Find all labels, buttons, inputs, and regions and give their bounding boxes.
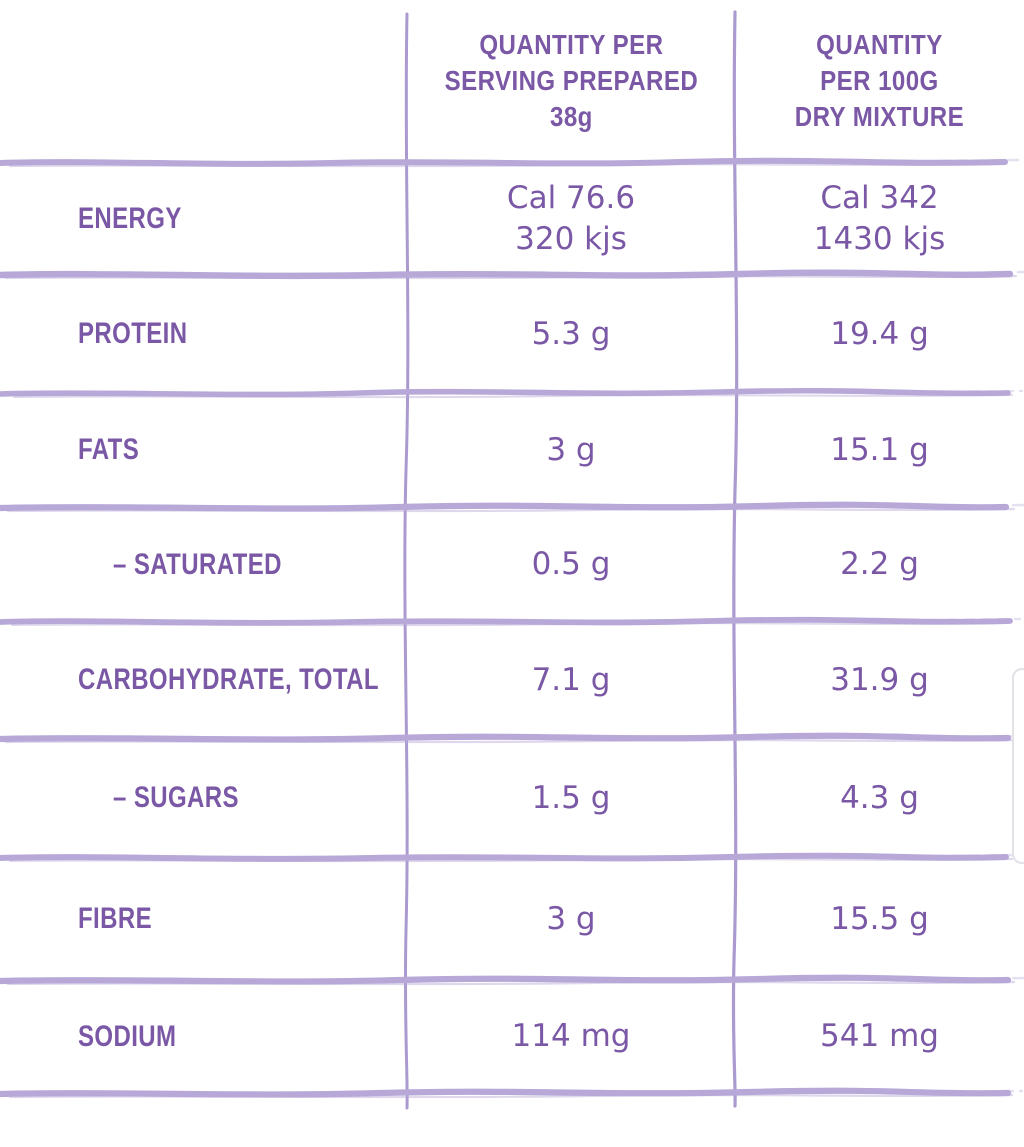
row-label: SODIUM xyxy=(78,1019,177,1053)
row-label: FATS xyxy=(78,433,140,466)
row-label-cell: FATS xyxy=(0,393,407,507)
text-line: 31.9 g xyxy=(830,661,929,698)
row-value-per-serving: 5.3 g xyxy=(407,275,735,393)
text-line: 1430 kjs xyxy=(813,220,946,257)
text-line: 15.1 g xyxy=(830,431,929,468)
text-line: 2.2 g xyxy=(840,546,919,582)
text-line: 0.5 g xyxy=(531,546,611,582)
row-label: FIBRE xyxy=(78,902,152,935)
row-label: CARBOHYDRATE, TOTAL xyxy=(78,663,379,696)
row-value-per-serving: 3 g xyxy=(407,858,735,980)
row-value-per-serving: 114 mg xyxy=(407,980,735,1093)
text-line: 3 g xyxy=(546,431,596,468)
column-header-per-serving-text: QUANTITY PER SERVING PREPARED 38g xyxy=(444,27,698,135)
scroll-handle[interactable] xyxy=(1012,668,1024,864)
text-line: 5.3 g xyxy=(531,315,611,352)
text-line: DRY MIXTURE xyxy=(794,101,965,132)
text-line: QUANTITY PER xyxy=(478,29,663,60)
text-line: SERVING PREPARED xyxy=(444,65,698,96)
row-label: PROTEIN xyxy=(78,317,188,350)
column-header-per-100g-text: QUANTITY PER 100G DRY MIXTURE xyxy=(795,27,964,135)
row-label-cell: – SUGARS xyxy=(0,738,407,858)
row-value-per-serving: 1.5 g xyxy=(407,738,735,858)
row-label-cell: – SATURATED xyxy=(0,507,407,622)
header-spacer xyxy=(0,0,407,162)
row-label: – SUGARS xyxy=(113,781,239,814)
text-line: 320 kjs xyxy=(515,220,627,257)
row-value-per-100g: 15.5 g xyxy=(735,858,1024,980)
row-label-cell: ENERGY xyxy=(0,162,407,275)
row-value-per-100g: 15.1 g xyxy=(735,393,1024,507)
row-label-cell: SODIUM xyxy=(0,980,407,1093)
text-line: 7.1 g xyxy=(531,661,611,698)
text-line: 1.5 g xyxy=(531,779,611,816)
row-value-per-100g: 4.3 g xyxy=(735,738,1024,858)
text-line: 38g xyxy=(549,101,593,132)
row-value-per-100g: Cal 342 1430 kjs xyxy=(735,162,1024,275)
row-label: ENERGY xyxy=(78,201,182,235)
text-line: 4.3 g xyxy=(840,779,919,816)
text-line: Cal 342 xyxy=(820,179,939,216)
row-value-per-serving: Cal 76.6 320 kjs xyxy=(407,162,735,275)
row-label: – SATURATED xyxy=(113,547,282,581)
row-label-cell: CARBOHYDRATE, TOTAL xyxy=(0,622,407,738)
column-header-per-100g: QUANTITY PER 100G DRY MIXTURE xyxy=(735,0,1024,162)
column-header-per-serving: QUANTITY PER SERVING PREPARED 38g xyxy=(407,0,735,162)
row-value-per-serving: 0.5 g xyxy=(407,507,735,622)
row-value-per-100g: 2.2 g xyxy=(735,507,1024,622)
row-value-per-100g: 19.4 g xyxy=(735,275,1024,393)
text-line: PER 100G xyxy=(820,65,939,96)
text-line: 15.5 g xyxy=(830,900,929,937)
text-line: QUANTITY xyxy=(816,29,943,60)
row-value-per-serving: 7.1 g xyxy=(407,622,735,738)
row-value-per-100g: 541 mg xyxy=(735,980,1024,1093)
row-label-cell: PROTEIN xyxy=(0,275,407,393)
text-line: Cal 76.6 xyxy=(506,179,636,216)
row-label-cell: FIBRE xyxy=(0,858,407,980)
text-line: 541 mg xyxy=(820,1018,939,1054)
text-line: 114 mg xyxy=(511,1018,631,1054)
row-value-per-100g: 31.9 g xyxy=(735,622,1024,738)
row-value-per-serving: 3 g xyxy=(407,393,735,507)
text-line: 19.4 g xyxy=(830,315,929,352)
text-line: 3 g xyxy=(546,900,596,937)
